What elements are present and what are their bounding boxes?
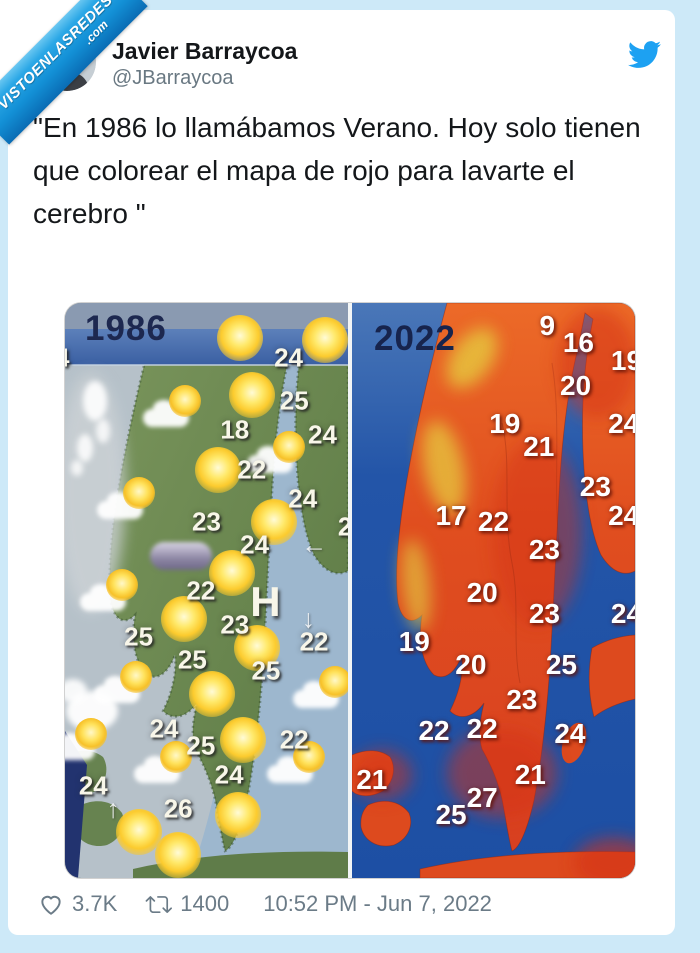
temperature-label: 25 — [251, 655, 281, 686]
sun-cloud-icon — [65, 718, 109, 762]
sun-icon — [302, 317, 348, 364]
temperature-label: 24 — [308, 419, 337, 450]
temperature-label: 19 — [610, 344, 635, 376]
temperature-label: 22 — [279, 724, 309, 755]
high-pressure-symbol: H — [250, 578, 282, 625]
temperature-label: 27 — [466, 781, 498, 813]
temperature-label: 24 — [288, 483, 318, 513]
temperature-label: 22 — [466, 712, 498, 744]
map-divider — [348, 303, 352, 878]
temperature-label: 20 — [455, 649, 487, 681]
temperature-label: 23 — [579, 471, 611, 502]
sun-icon — [155, 832, 202, 878]
twitter-bird-icon[interactable] — [628, 38, 661, 71]
sun-icon — [115, 809, 162, 855]
temperature-label: 25 — [124, 621, 154, 651]
weather-map-2022: 2022 9 16 19 20 19 24 21 23 17 24 22 23 20 23 24 19 20 25… — [352, 303, 635, 878]
sun-icon — [208, 550, 255, 597]
temperature-label: 23 — [528, 534, 561, 566]
tweet-card: Javier Barraycoa @JBarraycoa "En 1986 lo… — [8, 10, 675, 935]
retweet-count[interactable]: 1400 — [180, 890, 230, 916]
cloud-dark-icon — [150, 542, 213, 570]
sun-icon — [214, 791, 261, 838]
sun-icon — [228, 372, 275, 418]
temperature-label: 22 — [186, 575, 216, 605]
temperature-label: 24 — [608, 407, 635, 439]
author-handle[interactable]: @JBarraycoa — [112, 67, 234, 89]
tweet-stats: 3.7K 1400 10:52 PM - Jun 7, 2022 — [38, 890, 492, 917]
temperature-label: 25 — [545, 649, 577, 681]
temperature-label: 21 — [514, 758, 546, 790]
temperature-label: 19 — [489, 407, 521, 439]
sun-icon — [160, 596, 207, 643]
timestamp[interactable]: 10:52 PM - Jun 7, 2022 — [263, 890, 492, 916]
temperature-label: 21 — [356, 764, 388, 796]
temperature-label: 17 — [435, 499, 467, 531]
wind-arrow-icon: ↑ — [106, 793, 120, 824]
temperature-label: 22 — [477, 505, 510, 537]
map-year-label-2022: 2022 — [374, 319, 456, 358]
temperature-label: 25 — [435, 798, 467, 830]
sun-icon — [194, 446, 241, 493]
temperature-label: 16 — [562, 327, 594, 359]
sun-cloud-icon — [134, 741, 194, 785]
temperature-label: 24 — [149, 713, 179, 743]
sun-cloud-icon — [97, 476, 157, 521]
sun-icon — [189, 671, 236, 717]
sun-cloud-icon — [80, 568, 140, 613]
temperature-label: 24 — [608, 499, 635, 531]
like-count[interactable]: 3.7K — [72, 890, 118, 916]
temperature-label: 25 — [279, 385, 309, 416]
temperature-label: 24 — [610, 597, 635, 629]
temperature-label: 19 — [398, 626, 430, 658]
tweet-text: "En 1986 lo llamábamos Verano. Hoy solo … — [33, 112, 641, 229]
temperature-label: 25 — [186, 730, 216, 761]
temperature-label: 23 — [506, 683, 538, 715]
sun-cloud-icon — [267, 741, 327, 785]
temperature-label: 20 — [466, 577, 498, 609]
temperature-label: 26 — [163, 793, 193, 824]
temperature-label: 24 — [274, 342, 304, 373]
sun-icon — [220, 717, 267, 763]
sun-cloud-icon — [292, 666, 348, 710]
temperature-label: 24 — [240, 529, 270, 559]
sun-icon — [217, 314, 264, 361]
wind-arrow-icon: ← — [301, 529, 328, 559]
map-2022-art — [352, 303, 635, 878]
like-icon[interactable] — [38, 891, 64, 917]
temperature-label: 9 — [539, 310, 556, 341]
temperature-label: 24 — [214, 759, 244, 789]
weather-map-1986: 1986 42425182422242322422H23252225252422… — [65, 303, 348, 878]
temperature-label: 2 — [337, 511, 348, 542]
sun-cloud-icon — [94, 660, 154, 705]
temperature-label: 18 — [220, 414, 250, 444]
temperature-label: 20 — [559, 370, 592, 402]
sun-cloud-icon — [247, 430, 307, 475]
sun-icon — [251, 498, 298, 545]
temperature-label: 23 — [528, 597, 561, 629]
temperature-label: 22 — [237, 454, 267, 485]
temperature-label: 24 — [78, 770, 108, 801]
author-name[interactable]: Javier Barraycoa — [112, 38, 298, 64]
map-year-label-1986: 1986 — [85, 309, 167, 348]
temperature-label: 23 — [192, 506, 221, 536]
temperature-label: 23 — [220, 609, 250, 640]
temperature-label: 24 — [554, 718, 586, 750]
retweet-icon[interactable] — [145, 890, 173, 917]
weather-comparison-image[interactable]: 1986 42425182422242322422H23252225252422… — [65, 303, 635, 878]
sun-icon — [234, 625, 281, 671]
temperature-label: 25 — [177, 644, 207, 674]
temperature-label: 22 — [418, 715, 450, 747]
temperature-label: 4 — [65, 342, 69, 373]
temperature-label: 21 — [523, 430, 555, 462]
temperature-label: 22 — [299, 626, 329, 657]
wind-arrow-icon: ↓ — [301, 603, 315, 634]
sun-cloud-icon — [142, 384, 203, 429]
